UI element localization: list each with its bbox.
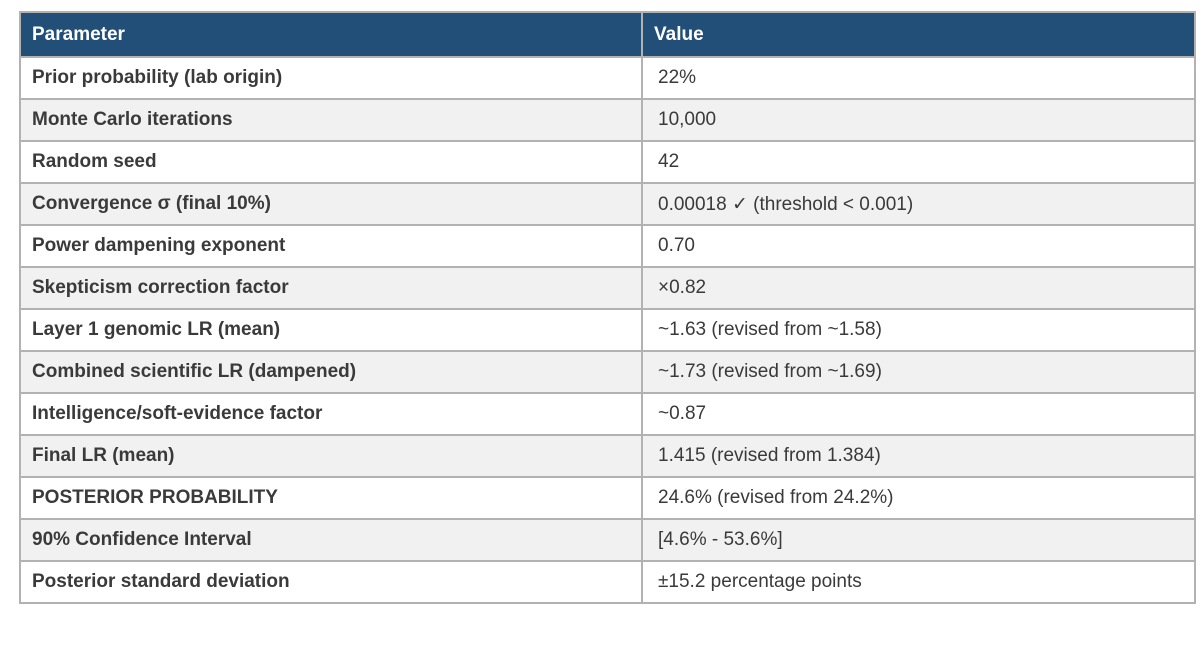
parameter-cell: Intelligence/soft-evidence factor [19,392,643,436]
table-header: Parameter Value [19,11,1196,58]
table-row: Posterior standard deviation ±15.2 perce… [19,560,1196,604]
table-row: Power dampening exponent 0.70 [19,224,1196,268]
parameter-cell: Layer 1 genomic LR (mean) [19,308,643,352]
parameter-cell: Monte Carlo iterations [19,98,643,142]
value-cell: 0.00018 ✓ (threshold < 0.001) [641,182,1196,226]
table-row: Monte Carlo iterations 10,000 [19,98,1196,142]
value-cell: ~1.73 (revised from ~1.69) [641,350,1196,394]
parameters-table: Parameter Value Prior probability (lab o… [19,11,1196,604]
table-row: 90% Confidence Interval [4.6% - 53.6%] [19,518,1196,562]
table-row: Layer 1 genomic LR (mean) ~1.63 (revised… [19,308,1196,352]
value-cell: ~0.87 [641,392,1196,436]
parameter-cell: Combined scientific LR (dampened) [19,350,643,394]
parameter-cell: Random seed [19,140,643,184]
table-row: Final LR (mean) 1.415 (revised from 1.38… [19,434,1196,478]
table-row: Intelligence/soft-evidence factor ~0.87 [19,392,1196,436]
table-row: POSTERIOR PROBABILITY 24.6% (revised fro… [19,476,1196,520]
value-cell: 22% [641,56,1196,100]
value-cell: [4.6% - 53.6%] [641,518,1196,562]
table-row: Skepticism correction factor ×0.82 [19,266,1196,310]
value-cell: ×0.82 [641,266,1196,310]
parameter-cell: Final LR (mean) [19,434,643,478]
parameter-cell: Posterior standard deviation [19,560,643,604]
table-row: Prior probability (lab origin) 22% [19,56,1196,100]
column-header-parameter: Parameter [19,11,643,58]
value-cell: ±15.2 percentage points [641,560,1196,604]
table-row: Combined scientific LR (dampened) ~1.73 … [19,350,1196,394]
parameter-cell: Power dampening exponent [19,224,643,268]
value-cell: 10,000 [641,98,1196,142]
parameter-cell: Convergence σ (final 10%) [19,182,643,226]
value-cell: 24.6% (revised from 24.2%) [641,476,1196,520]
parameter-cell: Prior probability (lab origin) [19,56,643,100]
table-body: Prior probability (lab origin) 22% Monte… [19,56,1196,604]
value-cell: 42 [641,140,1196,184]
parameters-table-container: Parameter Value Prior probability (lab o… [19,11,1196,604]
column-header-value: Value [641,11,1196,58]
value-cell: 1.415 (revised from 1.384) [641,434,1196,478]
header-row: Parameter Value [19,11,1196,58]
parameter-cell: 90% Confidence Interval [19,518,643,562]
value-cell: ~1.63 (revised from ~1.58) [641,308,1196,352]
value-cell: 0.70 [641,224,1196,268]
parameter-cell: Skepticism correction factor [19,266,643,310]
table-row: Random seed 42 [19,140,1196,184]
table-row: Convergence σ (final 10%) 0.00018 ✓ (thr… [19,182,1196,226]
parameter-cell: POSTERIOR PROBABILITY [19,476,643,520]
